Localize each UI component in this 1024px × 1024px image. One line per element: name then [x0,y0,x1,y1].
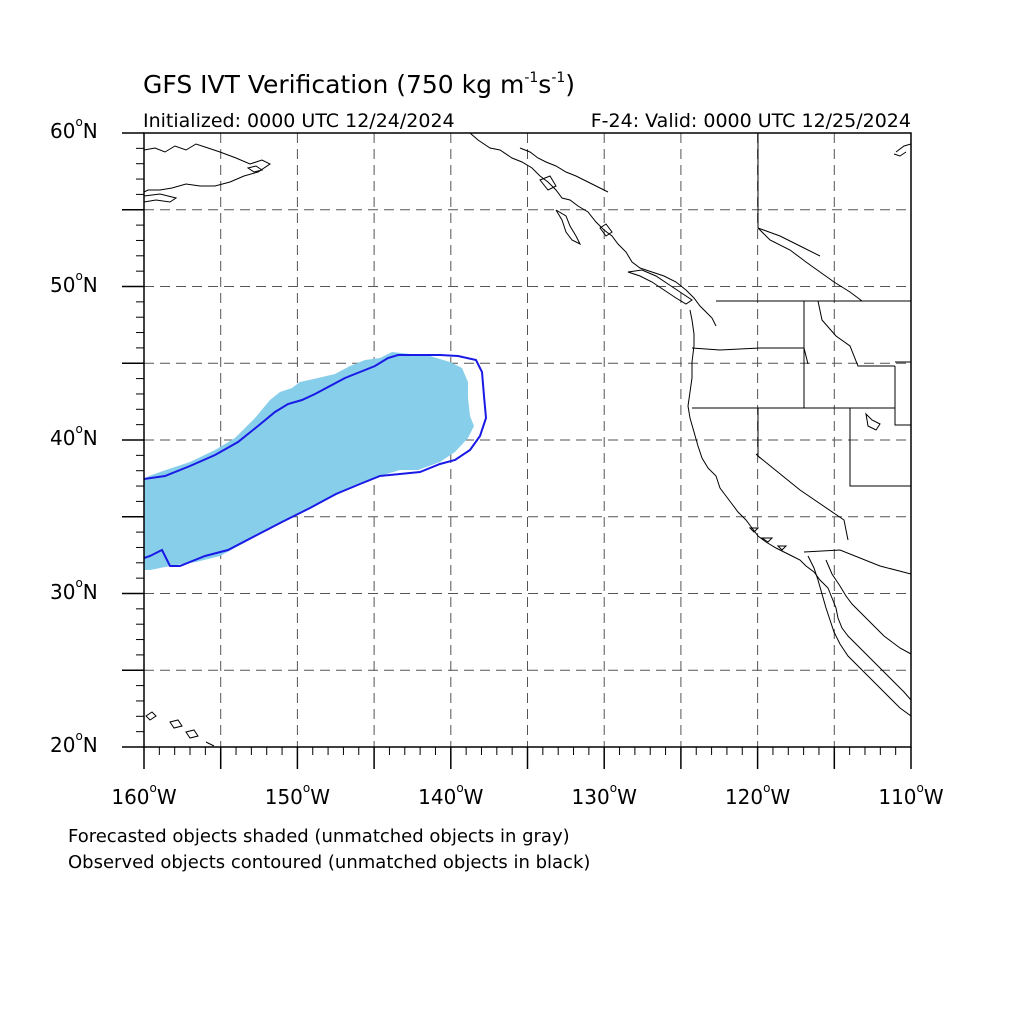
longitude-label: 160oW [111,781,177,809]
forecast-legend-note: Forecasted objects shaded (unmatched obj… [68,826,570,847]
axis-ticks [122,132,912,769]
longitude-label: 150oW [264,781,331,809]
map-title: GFS IVT Verification (750 kg m-1s-1) [143,69,576,99]
latitude-label: 20oN [50,729,98,757]
latitude-label: 40oN [50,422,98,450]
valid-time: F-24: Valid: 0000 UTC 12/25/2024 [590,110,911,132]
initialized-time: Initialized: 0000 UTC 12/24/2024 [143,110,455,132]
longitude-label: 140oW [418,781,484,809]
latitude-label: 60oN [50,115,98,143]
latitude-label: 50oN [50,268,98,297]
observed-legend-note: Observed objects contoured (unmatched ob… [68,852,591,873]
latitude-label: 30oN [50,575,98,604]
coastlines [144,133,911,747]
longitude-label: 110oW [878,781,944,809]
longitude-label: 120oW [724,781,791,809]
observed-ivt-contour [144,354,488,567]
forecast-ivt-object [144,352,474,570]
longitude-label: 130oW [571,781,637,809]
